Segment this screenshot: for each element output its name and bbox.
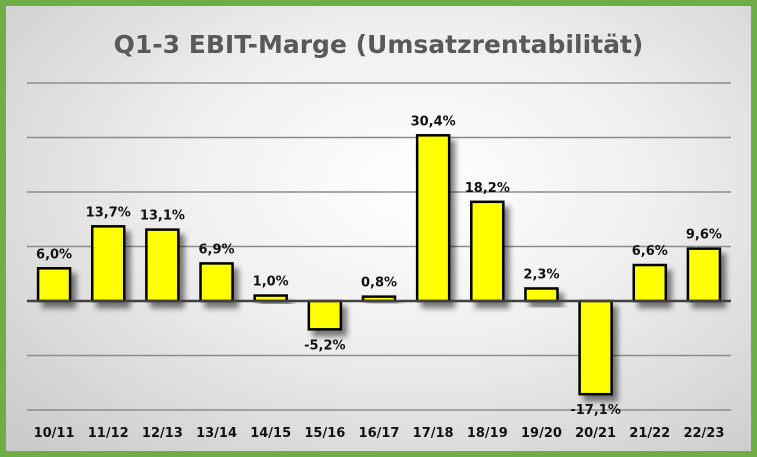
- bar: [470, 200, 505, 303]
- bar: [632, 263, 668, 303]
- x-tick-label: 17/18: [413, 426, 454, 441]
- bar: [415, 134, 451, 303]
- data-label: 6,9%: [199, 242, 235, 257]
- data-label: 9,6%: [686, 228, 722, 243]
- bar: [578, 299, 613, 396]
- data-label: 0,8%: [361, 276, 397, 291]
- x-tick-label: 13/14: [196, 426, 237, 441]
- data-label: 6,0%: [36, 247, 72, 262]
- data-label: 13,7%: [86, 205, 131, 220]
- bar: [199, 262, 234, 303]
- data-label: 18,2%: [465, 181, 510, 196]
- bar: [36, 267, 72, 303]
- x-tick-label: 20/21: [575, 426, 616, 441]
- data-label: 1,0%: [253, 275, 289, 290]
- data-label: -5,2%: [304, 338, 345, 353]
- x-tick-label: 14/15: [250, 426, 291, 441]
- x-tick-label: 11/12: [88, 426, 129, 441]
- x-tick-label: 12/13: [142, 426, 183, 441]
- x-tick-label: 18/19: [467, 426, 508, 441]
- x-tick-label: 19/20: [521, 426, 562, 441]
- x-tick-label: 21/22: [629, 426, 670, 441]
- bar: [524, 287, 559, 303]
- bar: [145, 228, 180, 303]
- data-label: 30,4%: [411, 114, 456, 129]
- data-label: -17,1%: [570, 403, 621, 418]
- data-label: 2,3%: [523, 267, 559, 282]
- chart-title: Q1-3 EBIT-Marge (Umsatzrentabilität): [113, 30, 644, 59]
- data-label: 13,1%: [140, 209, 185, 224]
- x-tick-label: 15/16: [304, 426, 345, 441]
- bar: [90, 225, 126, 303]
- bar: [307, 299, 343, 331]
- x-tick-label: 16/17: [359, 426, 400, 441]
- data-label: 6,6%: [632, 244, 668, 259]
- x-tick-label: 10/11: [34, 426, 75, 441]
- x-tick-label: 22/23: [683, 426, 724, 441]
- bar: [686, 247, 722, 303]
